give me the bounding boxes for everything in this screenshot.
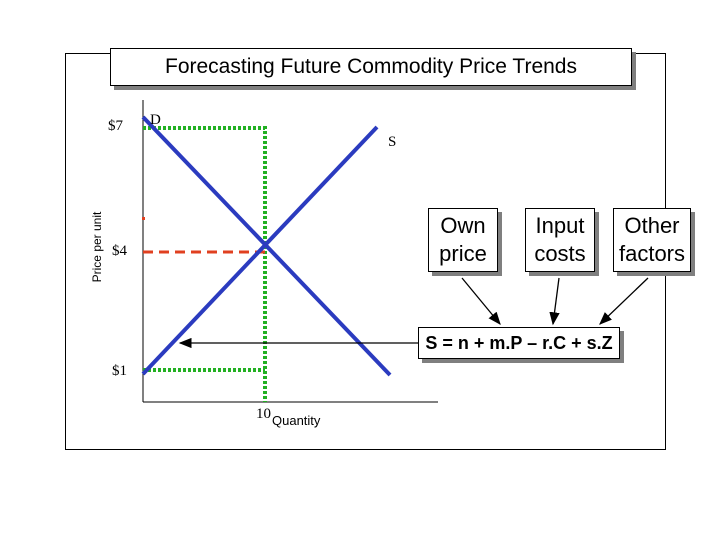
page-title: Forecasting Future Commodity Price Trend…	[165, 55, 577, 78]
factor-own-price: Own price	[428, 208, 498, 272]
x-tick-10: 10	[256, 406, 271, 422]
y-axis-marker	[142, 217, 145, 220]
title-box: Forecasting Future Commodity Price Trend…	[110, 48, 632, 86]
factor-input-costs: Input costs	[525, 208, 595, 272]
supply-label: S	[388, 134, 397, 150]
supply-curve	[141, 125, 379, 376]
y-axis-label: Price per unit	[90, 211, 104, 283]
supply-equation: S = n + m.P – r.C + s.Z	[418, 327, 620, 359]
y-tick-4: $4	[112, 243, 127, 259]
y-tick-1: $1	[112, 363, 127, 379]
y-tick-7: $7	[108, 118, 123, 134]
demand-label: D	[150, 112, 161, 128]
x-axis-label: Quantity	[272, 413, 321, 428]
factor-arrows	[461, 277, 649, 326]
factor-other-factors: Other factors	[613, 208, 691, 272]
price-guide-lines	[143, 126, 267, 402]
